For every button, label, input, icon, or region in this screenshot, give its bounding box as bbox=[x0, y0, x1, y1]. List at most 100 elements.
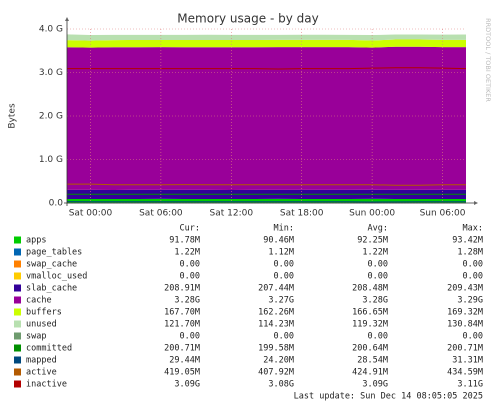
area bbox=[67, 198, 466, 203]
stat-value: 0.00 bbox=[180, 332, 200, 342]
stat-value: 130.84M bbox=[447, 320, 483, 330]
legend-label: page_tables bbox=[26, 248, 82, 258]
legend-swatch bbox=[14, 236, 21, 244]
stat-value: 0.00 bbox=[463, 332, 483, 342]
stat-value: 0.00 bbox=[180, 272, 200, 282]
stat-value: 93.42M bbox=[452, 236, 483, 246]
y-tick-label: 1.0 G bbox=[39, 155, 63, 165]
stat-value: 3.09G bbox=[362, 380, 388, 390]
column-header: Max: bbox=[463, 224, 483, 234]
stat-value: 0.00 bbox=[274, 272, 294, 282]
stat-value: 3.28G bbox=[174, 296, 200, 306]
x-tick-label: Sun 00:00 bbox=[349, 209, 395, 219]
legend-swatch bbox=[14, 356, 21, 364]
stat-value: 407.92M bbox=[258, 368, 294, 378]
stat-value: 169.32M bbox=[447, 308, 483, 318]
stat-value: 90.46M bbox=[263, 236, 294, 246]
legend-label: cache bbox=[26, 296, 52, 306]
stat-value: 200.64M bbox=[352, 344, 388, 354]
stat-value: 419.05M bbox=[164, 368, 200, 378]
area bbox=[67, 34, 466, 41]
stat-value: 209.43M bbox=[447, 284, 483, 294]
x-tick-label: Sat 06:00 bbox=[139, 209, 183, 219]
stat-value: 208.48M bbox=[352, 284, 388, 294]
stat-value: 1.12M bbox=[268, 248, 294, 258]
area bbox=[67, 46, 466, 190]
stat-value: 0.00 bbox=[274, 260, 294, 270]
stat-value: 24.20M bbox=[263, 356, 294, 366]
legend-label: committed bbox=[26, 344, 72, 354]
x-tick-label: Sat 18:00 bbox=[280, 209, 324, 219]
column-header: Cur: bbox=[180, 224, 200, 234]
x-tick-label: Sat 12:00 bbox=[210, 209, 254, 219]
line bbox=[66, 183, 466, 186]
legend-swatch bbox=[14, 308, 21, 316]
stat-value: 29.44M bbox=[169, 356, 200, 366]
stat-value: 208.91M bbox=[164, 284, 200, 294]
stat-value: 3.08G bbox=[268, 380, 294, 390]
legend-label: buffers bbox=[26, 308, 62, 318]
stat-value: 1.22M bbox=[174, 248, 200, 258]
stat-value: 121.70M bbox=[164, 320, 200, 330]
legend-label: swap bbox=[26, 332, 46, 342]
area bbox=[67, 39, 466, 48]
legend-swatch bbox=[14, 344, 21, 352]
axis-arrow bbox=[474, 201, 478, 205]
stat-value: 31.31M bbox=[452, 356, 483, 366]
stat-value: 3.11G bbox=[457, 380, 483, 390]
legend-label: inactive bbox=[26, 380, 67, 390]
stat-value: 424.91M bbox=[352, 368, 388, 378]
y-axis-label: Bytes bbox=[8, 103, 18, 129]
y-tick-label: 4.0 G bbox=[39, 25, 63, 35]
legend-swatch bbox=[14, 332, 21, 340]
legend-swatch bbox=[14, 380, 21, 388]
legend-swatch bbox=[14, 320, 21, 328]
stat-value: 166.65M bbox=[352, 308, 388, 318]
stat-value: 0.00 bbox=[368, 260, 388, 270]
column-header: Avg: bbox=[368, 224, 388, 234]
y-tick-label: 2.0 G bbox=[39, 112, 63, 122]
legend-label: active bbox=[26, 368, 57, 378]
stat-value: 200.71M bbox=[164, 344, 200, 354]
x-tick-label: Sat 00:00 bbox=[69, 209, 113, 219]
chart-title: Memory usage - by day bbox=[177, 12, 318, 26]
y-tick-label: 3.0 G bbox=[39, 68, 63, 78]
x-tick-label: Sun 06:00 bbox=[420, 209, 466, 219]
stat-value: 0.00 bbox=[368, 272, 388, 282]
stat-value: 0.00 bbox=[180, 260, 200, 270]
stat-value: 3.27G bbox=[268, 296, 294, 306]
stat-value: 434.59M bbox=[447, 368, 483, 378]
stat-value: 199.58M bbox=[258, 344, 294, 354]
stat-value: 0.00 bbox=[274, 332, 294, 342]
stat-value: 0.00 bbox=[368, 332, 388, 342]
stat-value: 1.22M bbox=[362, 248, 388, 258]
footer: Last update: Sun Dec 14 08:05:05 2025 bbox=[294, 392, 483, 402]
legend-swatch bbox=[14, 284, 21, 292]
stat-value: 1.28M bbox=[457, 248, 483, 258]
legend-label: swap_cache bbox=[26, 260, 77, 270]
legend-swatch bbox=[14, 272, 21, 280]
stat-value: 3.09G bbox=[174, 380, 200, 390]
stat-value: 167.70M bbox=[164, 308, 200, 318]
legend-label: vmalloc_used bbox=[26, 272, 87, 282]
stat-value: 0.00 bbox=[463, 260, 483, 270]
legend-swatch bbox=[14, 248, 21, 256]
line bbox=[67, 67, 467, 70]
legend-label: unused bbox=[26, 320, 57, 330]
legend-label: slab_cache bbox=[26, 284, 77, 294]
stat-value: 119.32M bbox=[352, 320, 388, 330]
stat-value: 92.25M bbox=[357, 236, 388, 246]
legend-swatch bbox=[14, 260, 21, 268]
stat-value: 91.78M bbox=[169, 236, 200, 246]
side-text: RRDTOOL / TOBI OETIKER bbox=[484, 18, 492, 102]
legend-swatch bbox=[14, 296, 21, 304]
y-tick-label: 0.0 bbox=[49, 199, 64, 209]
legend-label: mapped bbox=[26, 356, 57, 366]
stat-value: 162.26M bbox=[258, 308, 294, 318]
column-header: Min: bbox=[274, 224, 294, 234]
stat-value: 0.00 bbox=[463, 272, 483, 282]
stat-value: 28.54M bbox=[357, 356, 388, 366]
stat-value: 3.29G bbox=[457, 296, 483, 306]
legend-label: apps bbox=[26, 236, 46, 246]
